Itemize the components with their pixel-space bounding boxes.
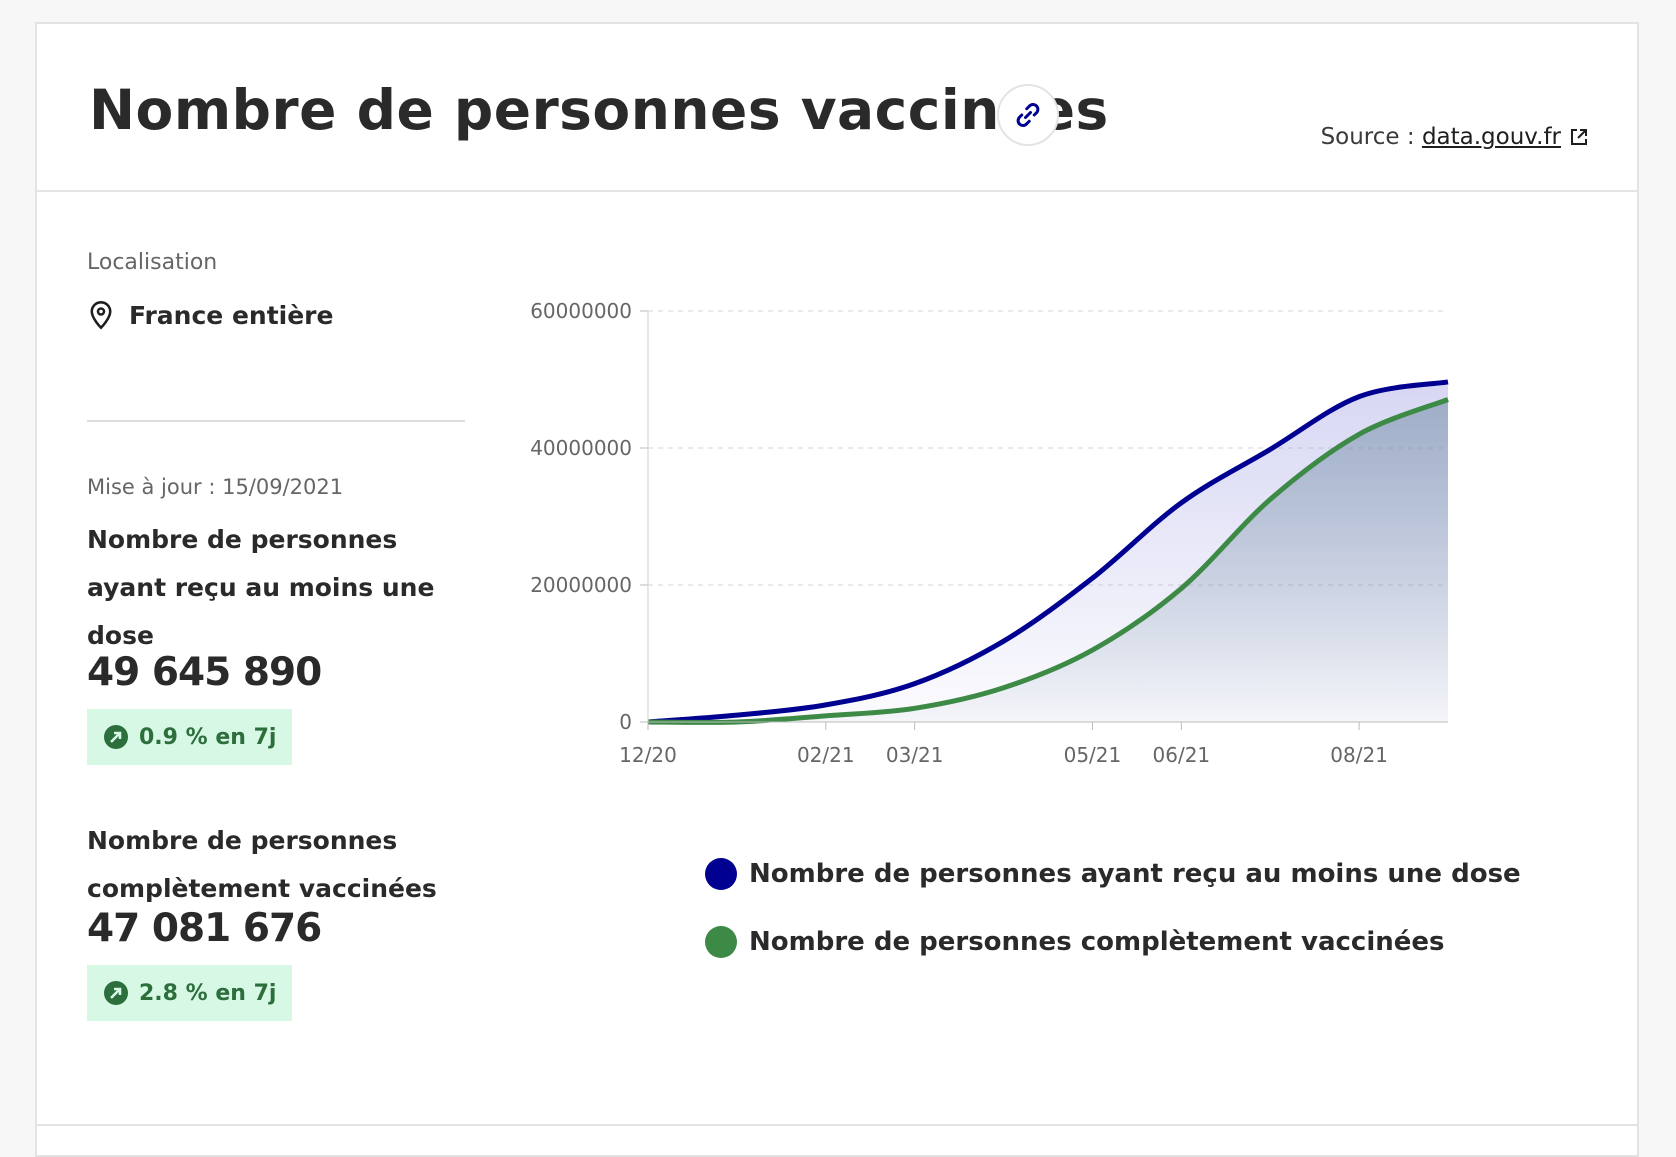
x-tick-label: 02/21 bbox=[797, 743, 855, 767]
source-prefix: Source : bbox=[1320, 124, 1415, 150]
legend-swatch bbox=[705, 858, 737, 890]
trend-text-first-dose: 0.9 % en 7j bbox=[139, 724, 277, 750]
trend-badge-full: 2.8 % en 7j bbox=[87, 965, 293, 1021]
series-line-1 bbox=[647, 379, 1449, 725]
stat-value-full: 47 081 676 bbox=[87, 906, 322, 951]
line-chart: 0 20000000 40000000 60000000 12/20 02/21 03/21… bbox=[530, 300, 1449, 767]
copy-link-button[interactable] bbox=[997, 84, 1059, 146]
legend-label: Nombre de personnes ayant reçu au moins … bbox=[749, 859, 1521, 889]
series-line-2 bbox=[647, 397, 1449, 725]
x-tick-label: 06/21 bbox=[1153, 743, 1211, 767]
map-pin-icon bbox=[90, 301, 112, 330]
stat-value-first-dose: 49 645 890 bbox=[87, 650, 322, 695]
chart-legend: Nombre de personnes ayant reçu au moins … bbox=[705, 858, 1521, 994]
x-tick-label: 05/21 bbox=[1064, 743, 1122, 767]
location-selector[interactable]: France entière bbox=[87, 300, 333, 330]
location-value: France entière bbox=[129, 300, 334, 330]
trend-badge-first-dose: 0.9 % en 7j bbox=[87, 709, 293, 765]
trend-text-full: 2.8 % en 7j bbox=[139, 980, 277, 1006]
divider bbox=[37, 1124, 1637, 1126]
source-note: Source : data.gouv.fr bbox=[1321, 124, 1589, 150]
legend-label: Nombre de personnes complètement vacciné… bbox=[749, 927, 1445, 957]
trend-up-icon bbox=[104, 981, 128, 1005]
legend-item: Nombre de personnes ayant reçu au moins … bbox=[705, 858, 1521, 890]
location-label: Localisation bbox=[87, 250, 218, 275]
y-tick-label: 40000000 bbox=[530, 436, 632, 460]
x-tick-label: 08/21 bbox=[1330, 743, 1388, 767]
stat-label-full: Nombre de personnes complètement vacciné… bbox=[87, 826, 437, 903]
y-tick-label: 20000000 bbox=[530, 573, 632, 597]
card-header: Nombre de personnes vaccinées Source : d… bbox=[37, 24, 1637, 192]
link-icon bbox=[1016, 103, 1040, 127]
update-date: Mise à jour : 15/09/2021 bbox=[87, 475, 344, 499]
divider bbox=[87, 420, 465, 422]
x-tick-label: 03/21 bbox=[886, 743, 944, 767]
trend-up-icon bbox=[104, 725, 128, 749]
x-tick-label: 12/20 bbox=[619, 743, 677, 767]
y-tick-label: 60000000 bbox=[530, 300, 632, 323]
source-link[interactable]: data.gouv.fr bbox=[1422, 124, 1589, 150]
legend-item: Nombre de personnes complètement vacciné… bbox=[705, 926, 1521, 958]
page-title: Nombre de personnes vaccinées bbox=[89, 78, 1109, 142]
source-link-text: data.gouv.fr bbox=[1421, 124, 1561, 150]
external-link-icon bbox=[1571, 129, 1587, 145]
series-area-2 bbox=[648, 399, 1448, 723]
stat-label-first-dose: Nombre de personnes ayant reçu au moins … bbox=[87, 525, 435, 650]
y-tick-label: 0 bbox=[619, 710, 632, 734]
legend-swatch bbox=[705, 926, 737, 958]
